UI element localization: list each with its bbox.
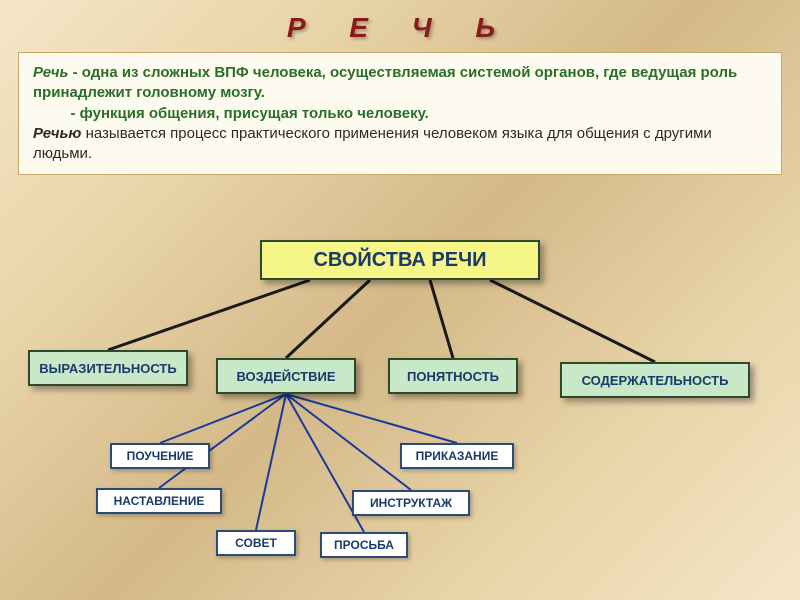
- sub-box: ПОУЧЕНИЕ: [110, 443, 210, 469]
- root-box: СВОЙСТВА РЕЧИ: [260, 240, 540, 280]
- def-term-3: Речью: [33, 125, 81, 142]
- sub-box: ПРОСЬБА: [320, 532, 408, 558]
- property-box: ВЫРАЗИТЕЛЬНОСТЬ: [28, 350, 188, 386]
- definition-box: Речь - одна из сложных ВПФ человека, осу…: [18, 52, 782, 175]
- sub-box: ПРИКАЗАНИЕ: [400, 443, 514, 469]
- sub-label: НАСТАВЛЕНИЕ: [114, 494, 205, 508]
- root-label: СВОЙСТВА РЕЧИ: [313, 249, 486, 272]
- property-label: СОДЕРЖАТЕЛЬНОСТЬ: [582, 373, 729, 388]
- page-title: Р Е Ч Ь: [0, 0, 800, 44]
- sub-box: НАСТАВЛЕНИЕ: [96, 488, 222, 514]
- def-line-1: Речь - одна из сложных ВПФ человека, осу…: [33, 63, 767, 104]
- property-box: ВОЗДЕЙСТВИЕ: [216, 358, 356, 394]
- sub-label: ПРИКАЗАНИЕ: [416, 449, 499, 463]
- def-line-3: Речью называется процесс практического п…: [33, 124, 767, 165]
- property-box: СОДЕРЖАТЕЛЬНОСТЬ: [560, 362, 750, 398]
- def-text-1: - одна из сложных ВПФ человека, осуществ…: [33, 64, 737, 101]
- sub-label: ПРОСЬБА: [334, 538, 394, 552]
- def-text-3: называется процесс практического примене…: [33, 125, 712, 162]
- property-box: ПОНЯТНОСТЬ: [388, 358, 518, 394]
- def-term-1: Речь: [33, 64, 68, 81]
- property-label: ВОЗДЕЙСТВИЕ: [236, 369, 335, 384]
- sub-label: СОВЕТ: [235, 536, 277, 550]
- def-line-2: - функция общения, присущая только челов…: [33, 104, 767, 124]
- sub-label: ИНСТРУКТАЖ: [370, 496, 452, 510]
- sub-box: ИНСТРУКТАЖ: [352, 490, 470, 516]
- sub-label: ПОУЧЕНИЕ: [127, 449, 194, 463]
- sub-box: СОВЕТ: [216, 530, 296, 556]
- property-label: ВЫРАЗИТЕЛЬНОСТЬ: [39, 361, 176, 376]
- property-label: ПОНЯТНОСТЬ: [407, 369, 499, 384]
